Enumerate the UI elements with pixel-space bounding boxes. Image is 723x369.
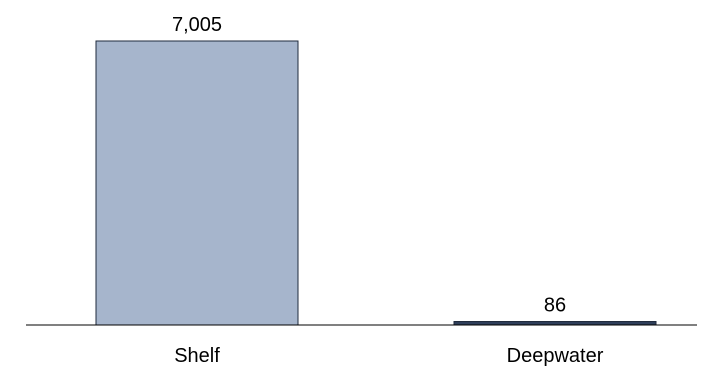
- labels-layer: 7,005 86: [172, 14, 566, 317]
- bar-shelf: [95, 40, 299, 326]
- x-tick-label-shelf: Shelf: [174, 345, 220, 367]
- bars-layer: [95, 40, 657, 326]
- x-tick-label-deepwater: Deepwater: [507, 345, 604, 367]
- bar-deepwater: [453, 321, 657, 326]
- data-label-deepwater: 86: [544, 295, 566, 317]
- data-label-shelf: 7,005: [172, 14, 222, 36]
- x-tick-labels: Shelf Deepwater: [174, 345, 603, 367]
